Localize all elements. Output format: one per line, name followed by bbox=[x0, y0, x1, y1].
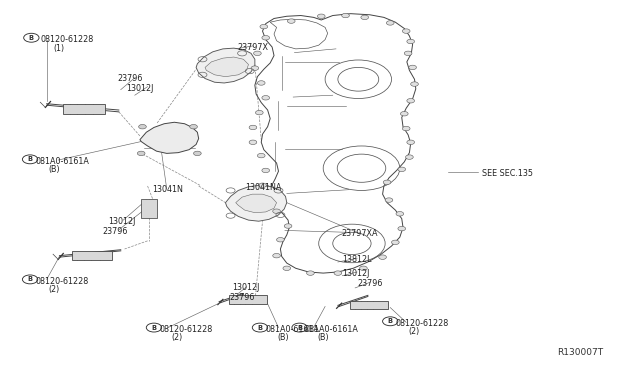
Text: (B): (B) bbox=[317, 333, 329, 343]
Circle shape bbox=[249, 140, 257, 144]
Text: R130007T: R130007T bbox=[557, 348, 604, 357]
Text: (2): (2) bbox=[408, 327, 419, 336]
Circle shape bbox=[411, 82, 419, 86]
Text: (B): (B) bbox=[49, 165, 60, 174]
Circle shape bbox=[403, 29, 410, 33]
FancyBboxPatch shape bbox=[141, 199, 157, 218]
Polygon shape bbox=[140, 122, 198, 153]
Text: 13012J: 13012J bbox=[108, 217, 135, 226]
Circle shape bbox=[138, 151, 145, 155]
Circle shape bbox=[257, 81, 265, 85]
Text: 23797X: 23797X bbox=[237, 42, 268, 51]
FancyBboxPatch shape bbox=[350, 301, 388, 310]
Text: 13012J: 13012J bbox=[126, 84, 153, 93]
Text: 08120-61228: 08120-61228 bbox=[159, 325, 212, 334]
Circle shape bbox=[385, 198, 393, 202]
Circle shape bbox=[401, 112, 408, 116]
Text: B: B bbox=[28, 276, 33, 282]
Text: B: B bbox=[297, 325, 302, 331]
FancyBboxPatch shape bbox=[63, 104, 106, 114]
Circle shape bbox=[387, 21, 394, 25]
Text: 23797XA: 23797XA bbox=[342, 229, 378, 238]
Circle shape bbox=[407, 39, 415, 44]
Circle shape bbox=[334, 271, 342, 275]
Circle shape bbox=[392, 240, 399, 244]
Circle shape bbox=[409, 65, 417, 70]
Text: 081A0-6161A: 081A0-6161A bbox=[265, 325, 319, 334]
Text: 13041N: 13041N bbox=[152, 185, 183, 194]
Circle shape bbox=[273, 253, 280, 258]
FancyBboxPatch shape bbox=[228, 295, 267, 304]
Text: B: B bbox=[28, 156, 33, 162]
Circle shape bbox=[317, 14, 325, 19]
Text: 08120-61228: 08120-61228 bbox=[396, 319, 449, 328]
Circle shape bbox=[360, 266, 367, 270]
Text: B: B bbox=[29, 35, 34, 41]
Circle shape bbox=[379, 255, 387, 259]
Text: 081A0-6161A: 081A0-6161A bbox=[305, 325, 358, 334]
Circle shape bbox=[284, 224, 292, 228]
Circle shape bbox=[403, 126, 410, 131]
Text: 08120-61228: 08120-61228 bbox=[35, 277, 88, 286]
Polygon shape bbox=[196, 48, 255, 83]
Circle shape bbox=[257, 153, 265, 158]
Text: (2): (2) bbox=[49, 285, 60, 294]
Circle shape bbox=[283, 266, 291, 270]
Circle shape bbox=[287, 19, 295, 23]
Text: (B): (B) bbox=[278, 333, 289, 343]
Circle shape bbox=[398, 227, 406, 231]
Polygon shape bbox=[225, 185, 287, 221]
Circle shape bbox=[262, 96, 269, 100]
Polygon shape bbox=[205, 57, 248, 77]
Text: 23796: 23796 bbox=[229, 293, 255, 302]
Circle shape bbox=[342, 13, 349, 18]
Circle shape bbox=[260, 25, 268, 29]
Circle shape bbox=[193, 151, 201, 155]
Circle shape bbox=[404, 51, 412, 55]
Text: 23796: 23796 bbox=[103, 227, 128, 236]
Circle shape bbox=[139, 125, 147, 129]
Circle shape bbox=[383, 180, 391, 185]
Text: (1): (1) bbox=[53, 44, 64, 52]
Circle shape bbox=[307, 271, 314, 275]
Circle shape bbox=[398, 167, 406, 171]
Text: B: B bbox=[257, 325, 262, 331]
Text: 23796: 23796 bbox=[118, 74, 143, 83]
Circle shape bbox=[251, 66, 259, 70]
Circle shape bbox=[253, 51, 261, 55]
Text: SEE SEC.135: SEE SEC.135 bbox=[481, 169, 532, 178]
Text: 23796: 23796 bbox=[357, 279, 383, 288]
Circle shape bbox=[262, 168, 269, 173]
Circle shape bbox=[273, 209, 280, 214]
Circle shape bbox=[406, 155, 413, 159]
Text: B: B bbox=[152, 325, 156, 331]
Text: 13041NA: 13041NA bbox=[245, 183, 282, 192]
Circle shape bbox=[262, 36, 269, 40]
Circle shape bbox=[189, 125, 197, 129]
Text: 13012J: 13012J bbox=[232, 283, 259, 292]
Text: 081A0-6161A: 081A0-6161A bbox=[35, 157, 89, 166]
Circle shape bbox=[259, 183, 266, 187]
Text: 13012J: 13012J bbox=[342, 269, 369, 278]
Circle shape bbox=[276, 237, 284, 242]
Circle shape bbox=[262, 198, 269, 202]
Circle shape bbox=[361, 15, 369, 20]
Circle shape bbox=[249, 125, 257, 130]
Circle shape bbox=[407, 140, 415, 144]
Text: B: B bbox=[388, 318, 393, 324]
Circle shape bbox=[407, 99, 415, 103]
Circle shape bbox=[396, 212, 404, 216]
Circle shape bbox=[255, 110, 263, 115]
Text: 08120-61228: 08120-61228 bbox=[40, 35, 93, 44]
Polygon shape bbox=[236, 194, 276, 213]
Text: 13812L: 13812L bbox=[342, 255, 371, 264]
FancyBboxPatch shape bbox=[72, 251, 113, 260]
Text: (2): (2) bbox=[172, 333, 183, 343]
